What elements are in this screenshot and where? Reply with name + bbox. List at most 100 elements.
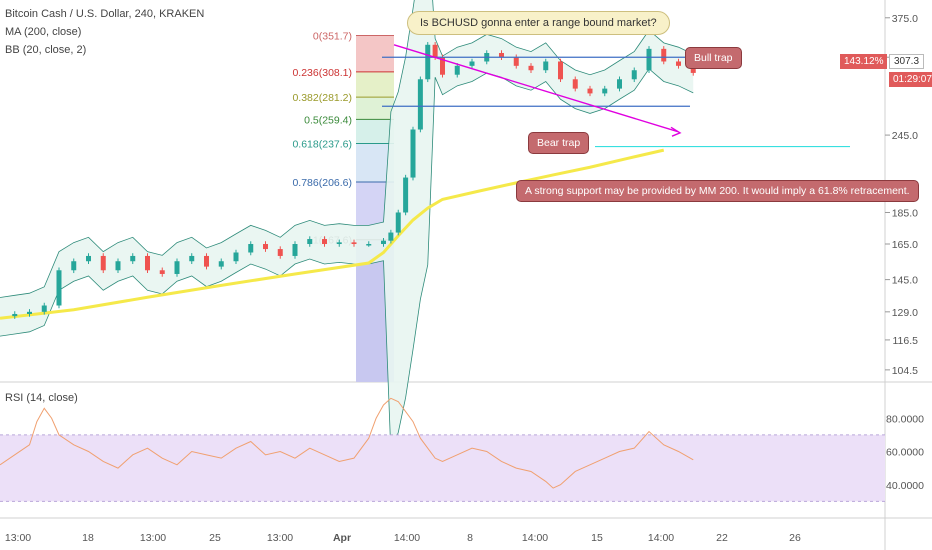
candle-body xyxy=(12,313,18,317)
candle-body xyxy=(292,244,298,256)
candle-body xyxy=(366,244,372,246)
candle-body xyxy=(631,70,637,80)
candle-body xyxy=(100,255,106,271)
candle-body xyxy=(56,270,62,306)
fib-level-label: 0.618(237.6) xyxy=(292,139,352,151)
rsi-tick-label: 80.0000 xyxy=(886,413,924,425)
bb-upper xyxy=(0,0,694,298)
bb-indicator-label[interactable]: BB (20, close, 2) xyxy=(5,44,87,56)
rsi-tick-label: 60.0000 xyxy=(886,447,924,459)
candle-body xyxy=(543,61,549,71)
rsi-tick-label: 40.0000 xyxy=(886,480,924,492)
bull-trap-callout[interactable]: Bull trap xyxy=(685,47,742,69)
change-badge: 143.12% xyxy=(840,54,888,69)
candle-body xyxy=(388,232,394,241)
rsi-panel xyxy=(0,397,885,502)
rsi-line xyxy=(0,397,694,489)
candle-body xyxy=(587,88,593,94)
candle-body xyxy=(174,261,180,274)
candle-body xyxy=(351,242,357,245)
candle-body xyxy=(602,88,608,94)
fib-zone xyxy=(356,71,394,98)
candle-body xyxy=(248,244,254,253)
candle-body xyxy=(218,261,224,267)
ma-indicator-label[interactable]: MA (200, close) xyxy=(5,26,82,38)
time-tick-label: 15 xyxy=(591,532,603,544)
time-tick-label: 14:00 xyxy=(522,532,548,544)
bear-trap-callout[interactable]: Bear trap xyxy=(528,132,590,154)
symbol-title: Bitcoin Cash / U.S. Dollar, 240, KRAKEN xyxy=(5,8,205,20)
price-tick-label: 185.0 xyxy=(892,207,918,219)
rsi-band xyxy=(0,434,885,502)
time-tick-label: 14:00 xyxy=(394,532,420,544)
price-tick-label: 165.0 xyxy=(892,239,918,251)
bb-lower xyxy=(0,68,694,453)
candle-body xyxy=(86,255,91,262)
time-tick-label: 26 xyxy=(789,532,801,544)
candle-body xyxy=(469,61,475,66)
axes: 104.5116.5129.0145.0165.0185.0205.0245.0… xyxy=(5,13,924,544)
candle-body xyxy=(572,79,578,89)
fib-level-label: 0(351.7) xyxy=(313,30,352,42)
candle-body xyxy=(204,255,209,267)
time-tick-label: 22 xyxy=(716,532,728,544)
candle-body xyxy=(617,79,622,89)
candle-body xyxy=(432,44,438,58)
candle-body xyxy=(425,44,431,80)
candle-body xyxy=(233,252,239,262)
price-tick-label: 116.5 xyxy=(893,335,919,347)
candle-body xyxy=(336,242,342,245)
candle-body xyxy=(115,261,121,271)
bollinger-bands xyxy=(0,0,694,453)
bb-fill xyxy=(0,0,694,453)
candle-body xyxy=(403,177,409,213)
candle-body xyxy=(307,239,313,245)
fib-level-label: 0.5(259.4) xyxy=(304,114,352,126)
candle-body xyxy=(646,48,652,71)
time-tick-label: 13:00 xyxy=(140,532,166,544)
candle-body xyxy=(661,48,667,62)
time-tick-label: 13:00 xyxy=(5,532,31,544)
support-callout[interactable]: A strong support may be provided by MM 2… xyxy=(516,180,919,202)
candle-body xyxy=(41,305,47,312)
moving-average-line xyxy=(0,148,665,320)
fibonacci-retracement: 0(351.7) 0.236(308.1) 0.382(281.2) 0.5(259.… xyxy=(292,30,394,382)
candle-body xyxy=(189,255,195,262)
ma-200-line xyxy=(0,148,665,320)
candle-body xyxy=(277,249,283,256)
candle-body xyxy=(159,270,165,274)
candle-body xyxy=(676,61,681,66)
time-tick-label: 8 xyxy=(467,532,473,544)
price-tick-label: 129.0 xyxy=(892,307,918,319)
price-tick-label: 145.0 xyxy=(892,275,918,287)
price-tick-label: 245.0 xyxy=(892,130,918,142)
fib-zone xyxy=(356,97,394,120)
candle-body xyxy=(381,240,386,245)
candle-body xyxy=(417,79,423,130)
fib-level-label: 0.786(206.6) xyxy=(292,177,352,189)
price-tick-label: 104.5 xyxy=(892,365,918,377)
fib-level-label: 0.382(281.2) xyxy=(292,92,352,104)
candle-body xyxy=(690,65,696,73)
candle-body xyxy=(395,212,401,233)
fib-zone xyxy=(356,119,394,144)
downtrend-line xyxy=(393,44,679,133)
downtrend-arrowhead xyxy=(670,126,682,137)
rsi-indicator-label[interactable]: RSI (14, close) xyxy=(5,392,78,404)
drawings[interactable] xyxy=(382,44,850,148)
candle-body xyxy=(130,255,136,262)
price-tick-label: 375.0 xyxy=(892,13,918,25)
candle-body xyxy=(440,57,445,75)
last-price-badge: 307.3 xyxy=(889,54,925,69)
range-question-callout[interactable]: Is BCHUSD gonna enter a range bound mark… xyxy=(407,11,670,35)
candle-body xyxy=(558,61,563,80)
fib-zone xyxy=(356,35,394,72)
countdown-badge: 01:29:07 xyxy=(889,72,932,87)
candle-body xyxy=(454,65,460,75)
time-tick-label: Apr xyxy=(333,532,351,544)
fib-level-label: 0.236(308.1) xyxy=(292,67,352,79)
candle-body xyxy=(322,239,327,245)
candle-body xyxy=(71,261,77,271)
time-tick-label: 25 xyxy=(209,532,221,544)
